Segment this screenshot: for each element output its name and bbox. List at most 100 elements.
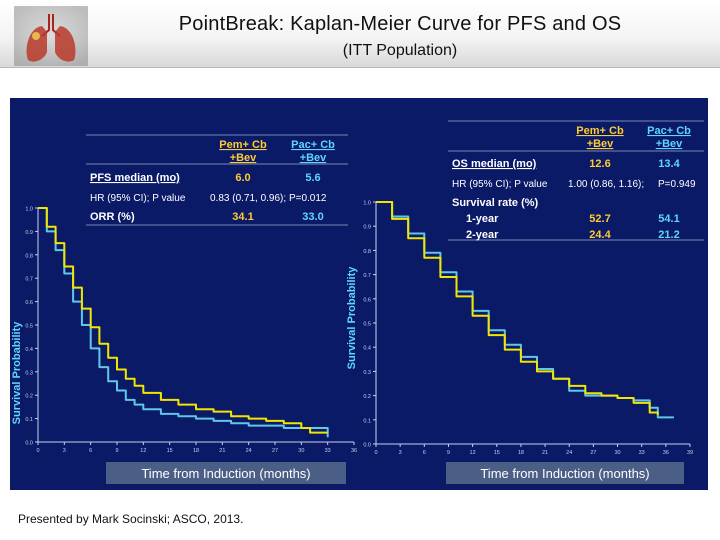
os-2yr-label: 2-year: [466, 229, 499, 241]
os-1yr-pac: 54.1: [658, 213, 679, 225]
pfs-x-tick-label: 30: [298, 448, 304, 454]
pfs-y-tick-label: 0.1: [25, 417, 33, 423]
os-y-tick-label: 1.0: [363, 201, 371, 207]
os-x-tick-label: 33: [639, 450, 645, 456]
os-x-tick-label: 30: [614, 450, 620, 456]
os-axes: 0.00.10.20.30.40.50.60.70.80.91.00 3 6 9 12 1…: [363, 201, 693, 457]
os-1yr-pem: 52.7: [589, 213, 610, 225]
os-x-tick-label: 39: [687, 450, 693, 456]
os-y-tick-label: 0.2: [363, 394, 371, 400]
os-y-tick-label: 0.8: [363, 249, 371, 255]
os-y-tick-label: 0.5: [363, 322, 371, 328]
os-hr-p: P=0.949: [658, 179, 696, 190]
pfs-y-tick-label: 0.4: [25, 347, 33, 353]
pfs-hr-value: 0.83 (0.71, 0.96); P=0.012: [210, 193, 327, 204]
os-2yr-pac: 21.2: [658, 229, 679, 241]
pfs-median-label: PFS median (mo): [90, 172, 180, 184]
os-hr-label: HR (95% CI); P value: [452, 179, 548, 190]
pfs-curves: [38, 207, 329, 438]
pfs-x-tick-label: 9: [115, 448, 118, 454]
os-x-tick-label: 15: [494, 450, 500, 456]
pfs-x-tick-label: 6: [89, 448, 92, 454]
pfs-y-tick-label: 1.0: [25, 207, 33, 213]
pfs-y-tick-label: 0.2: [25, 394, 33, 400]
os-2yr-pem: 24.4: [589, 229, 611, 241]
pfs-x-tick-label: 15: [167, 448, 173, 454]
presenter-credit: Presented by Mark Socinski; ASCO, 2013.: [18, 512, 244, 526]
pfs-y-tick-label: 0.8: [25, 253, 33, 259]
os-x-tick-label: 24: [566, 450, 572, 456]
os-1yr-label: 1-year: [466, 213, 499, 225]
slide-title: PointBreak: Kaplan-Meier Curve for PFS a…: [178, 13, 622, 35]
pfs-x-tick-label: 33: [325, 448, 331, 454]
pfs-hr-label: HR (95% CI); P value: [90, 193, 186, 204]
os-median-label: OS median (mo): [452, 158, 537, 170]
os-series-pem-line: [376, 201, 659, 415]
pfs-x-tick-label: 27: [272, 448, 278, 454]
pfs-series-pac-line: [38, 207, 329, 438]
os-summary-table: Pem+ Cb +Bev Pac+ Cb +Bev OS median (mo)…: [448, 120, 704, 241]
lungs-logo-icon: [14, 6, 88, 66]
slide-header: PointBreak: Kaplan-Meier Curve for PFS a…: [0, 0, 720, 68]
pfs-orr-pac: 33.0: [302, 211, 323, 223]
pfs-x-tick-label: 0: [36, 448, 39, 454]
os-series-pac-line: [376, 201, 674, 419]
os-x-tick-label: 36: [663, 450, 669, 456]
os-y-tick-label: 0.6: [363, 297, 371, 303]
os-x-tick-label: 6: [423, 450, 426, 456]
os-median-pem: 12.6: [589, 158, 610, 170]
pfs-xlabel-bar: [106, 462, 346, 484]
os-curves: [376, 201, 674, 419]
os-y-tick-label: 0.4: [363, 346, 371, 352]
pfs-x-tick-label: 3: [63, 448, 66, 454]
pfs-x-axis-title: Time from Induction (months): [141, 466, 310, 481]
os-table-header-pac-2: +Bev: [656, 138, 683, 150]
pfs-summary-table: Pem+ Cb +Bev Pac+ Cb +Bev PFS median (mo…: [86, 134, 348, 226]
pfs-orr-label: ORR (%): [90, 211, 135, 223]
pfs-x-tick-label: 18: [193, 448, 199, 454]
os-y-tick-label: 0.1: [363, 418, 371, 424]
os-y-tick-label: 0.3: [363, 370, 371, 376]
os-x-tick-label: 27: [590, 450, 596, 456]
pfs-y-tick-label: 0.5: [25, 324, 33, 330]
km-chart-panel: Pem+ Cb +Bev Pac+ Cb +Bev PFS median (mo…: [10, 98, 708, 490]
pfs-table-header-pac-2: +Bev: [300, 152, 327, 164]
os-x-tick-label: 21: [542, 450, 548, 456]
os-hr-value: 1.00 (0.86, 1.16);: [568, 179, 644, 190]
os-y-tick-label: 0.0: [363, 443, 371, 449]
os-survival-label: Survival rate (%): [452, 197, 539, 209]
os-x-tick-label: 12: [470, 450, 476, 456]
pfs-median-pem: 6.0: [235, 172, 250, 184]
os-y-axis-title: Survival Probability: [346, 266, 358, 370]
os-y-tick-label: 0.9: [363, 225, 371, 231]
os-table-header-pem-2: +Bev: [587, 138, 614, 150]
os-x-axis-title: Time from Induction (months): [480, 466, 649, 481]
pfs-table-header-pem-2: +Bev: [230, 152, 257, 164]
km-charts-svg: Pem+ Cb +Bev Pac+ Cb +Bev PFS median (mo…: [11, 120, 704, 484]
os-x-tick-label: 3: [399, 450, 402, 456]
os-table-header-pem-1: Pem+ Cb: [576, 125, 624, 137]
pfs-y-tick-label: 0.3: [25, 370, 33, 376]
os-median-pac: 13.4: [658, 158, 680, 170]
pfs-x-tick-label: 36: [351, 448, 357, 454]
slide-subtitle: (ITT Population): [342, 42, 458, 59]
os-y-tick-label: 0.7: [363, 273, 371, 279]
os-x-tick-label: 0: [374, 450, 377, 456]
pfs-y-tick-label: 0.0: [25, 441, 33, 447]
pfs-x-tick-label: 12: [140, 448, 146, 454]
pfs-y-axis-title: Survival Probability: [11, 321, 23, 425]
pfs-table-header-pac-1: Pac+ Cb: [291, 139, 335, 151]
pfs-median-pac: 5.6: [305, 172, 320, 184]
pfs-y-tick-label: 0.9: [25, 230, 33, 236]
pfs-series-pem-line: [38, 207, 328, 434]
pfs-x-tick-label: 24: [246, 448, 252, 454]
pfs-table-header-pem-1: Pem+ Cb: [219, 139, 267, 151]
os-x-tick-label: 9: [447, 450, 450, 456]
pfs-y-tick-label: 0.6: [25, 300, 33, 306]
pfs-x-tick-label: 21: [219, 448, 225, 454]
os-xlabel-bar: [446, 462, 684, 484]
os-x-tick-label: 18: [518, 450, 524, 456]
pfs-orr-pem: 34.1: [232, 211, 253, 223]
pfs-axes: 0.00.10.20.30.40.50.60.70.80.91.00 3 6 9 12 1…: [25, 207, 357, 455]
os-table-header-pac-1: Pac+ Cb: [647, 125, 691, 137]
